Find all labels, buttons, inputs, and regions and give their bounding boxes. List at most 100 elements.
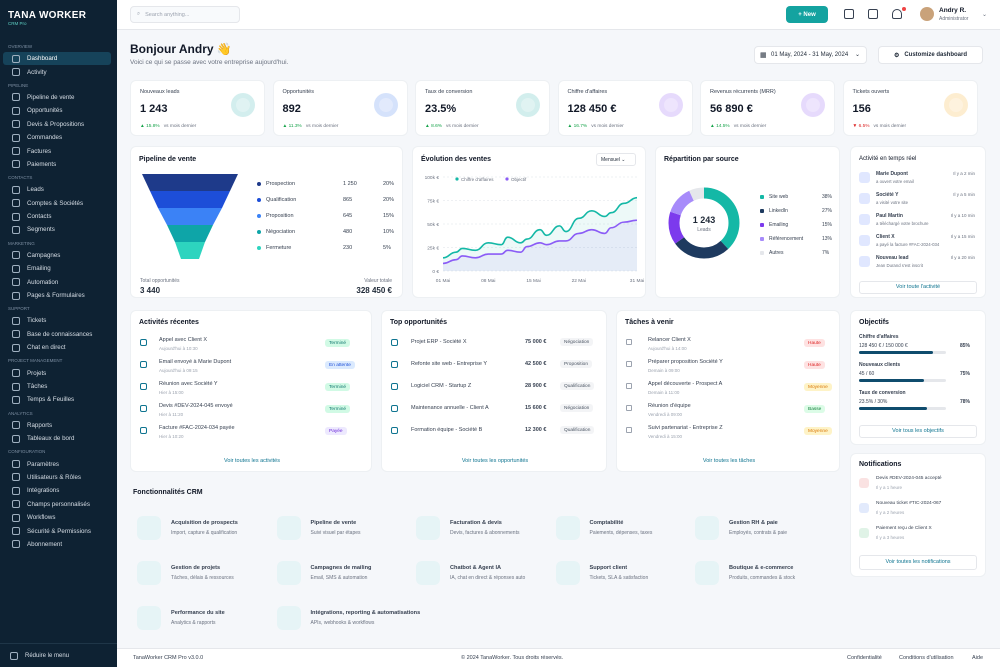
notification-time: Il y a 1 heure [876,485,903,490]
opportunity-title[interactable]: Formation équipe - Société B [411,427,483,433]
feature-title[interactable]: Chatbot & Agent IA [450,565,502,571]
help-link[interactable]: Aide [972,655,984,661]
task-title[interactable]: Réunion d'équipe [648,403,691,409]
sidebar-item-bolt[interactable]: Automation [3,275,111,288]
view-all-activities-link[interactable]: Voir toutes les activités [224,458,280,464]
objective-progress-fill [859,407,927,410]
avatar[interactable] [920,7,934,21]
privacy-link[interactable]: Confidentialité [847,655,882,661]
activity-title[interactable]: Appel avec Client X [159,337,207,343]
feature-title[interactable]: Boutique & e-commerce [729,565,794,571]
activity-title[interactable]: Email envoyé à Marie Dupont [159,359,232,365]
period-select[interactable]: Mensuel ⌄ [596,153,636,166]
sidebar-item-dashboard[interactable]: Tableaux de bord [3,432,111,445]
collapse-menu-button[interactable]: Réduire le menu [0,643,117,667]
terms-link[interactable]: Conditions d'utilisation [899,655,954,661]
new-button[interactable]: + New [786,6,828,23]
feature-title[interactable]: Gestion de projets [171,565,221,571]
view-all-objectives-link[interactable]: Voir tous les objectifs [859,425,977,438]
task-title[interactable]: Suivi partenariat - Entreprise Z [648,425,723,431]
sidebar-item-megaphone[interactable]: Campagnes [3,249,111,262]
sidebar-item-user[interactable]: Leads [3,183,111,196]
notification-title[interactable]: Devis #DEV-2024-045 accepté [876,476,942,481]
sidebar-item-users[interactable]: Utilisateurs & Rôles [3,471,111,484]
sidebar-item-shield[interactable]: Sécurité & Permissions [3,524,111,537]
footer-version: TanaWorker CRM Pro v3.0.0 [133,655,204,661]
sidebar-item-workflow[interactable]: Workflows [3,511,111,524]
feature-desc: Produits, commandes & stock [729,575,796,581]
task-title[interactable]: Préparer proposition Société Y [648,359,723,365]
sidebar-item-plug[interactable]: Intégrations [3,484,111,497]
sidebar-item-activity[interactable]: Activity [3,65,111,78]
sidebar-item-subscription[interactable]: Abonnement [3,538,111,551]
chat-icon[interactable] [844,9,854,19]
sidebar-item-chart[interactable]: Rapports [3,419,111,432]
opportunity-title[interactable]: Maintenance annuelle - Client A [411,405,489,411]
sidebar-item-card[interactable]: Paiements [3,158,111,171]
bell-icon[interactable] [892,9,902,19]
card-icon [12,160,20,169]
task-title[interactable]: Appel découverte - Prospect A [648,381,723,387]
notification-icon [859,503,869,513]
user-name[interactable]: Andry R. [939,7,967,14]
view-all-notifications-link[interactable]: Voir toutes les notifications [859,555,977,570]
sidebar-item-target[interactable]: Opportunités [3,104,111,117]
activity-title[interactable]: Facture #FAC-2024-034 payée [159,425,235,431]
sidebar-item-invoice[interactable]: Factures [3,144,111,157]
view-all-activity-link[interactable]: Voir toute l'activité [859,281,977,294]
sidebar-item-book[interactable]: Base de connaissances [3,328,111,341]
total-value: 328 450 € [356,286,392,295]
opportunity-title[interactable]: Refonte site web - Entreprise Y [411,361,488,367]
task-checkbox[interactable] [626,361,632,367]
opportunity-title[interactable]: Logiciel CRM - Startup Z [411,383,472,389]
task-checkbox[interactable] [626,405,632,411]
sidebar-item-document[interactable]: Devis & Propositions [3,118,111,131]
chart-icon [12,421,20,430]
sidebar-item-grid[interactable]: Dashboard [3,52,111,66]
feature-title[interactable]: Comptabilité [589,520,624,526]
view-all-tasks-link[interactable]: Voir toutes les tâches [702,458,756,464]
feature-title[interactable]: Support client [589,565,628,571]
sidebar-item-mail[interactable]: Emailing [3,262,111,275]
sidebar-item-building[interactable]: Comptes & Sociétés [3,197,111,210]
feature-title[interactable]: Facturation & devis [450,520,502,526]
task-checkbox[interactable] [626,339,632,345]
customize-dashboard-button[interactable]: ⚙ Customize dashboard [878,46,983,64]
activity-title[interactable]: Devis #DEV-2024-045 envoyé [159,403,233,409]
task-checkbox[interactable] [626,383,632,389]
view-all-opportunities-link[interactable]: Voir toutes les opportunités [461,458,529,464]
sidebar-item-check[interactable]: Tâches [3,380,111,393]
feature-title[interactable]: Acquisition de prospects [171,520,238,526]
sidebar-item-contact[interactable]: Contacts [3,210,111,223]
sidebar-item-segment[interactable]: Segments [3,223,111,236]
sidebar-item-fields[interactable]: Champs personnalisés [3,498,111,511]
grid-icon [12,54,20,63]
feature-title[interactable]: Campagnes de mailing [310,565,372,571]
sidebar-item-clock[interactable]: Temps & Feuilles [3,393,111,406]
task-checkbox[interactable] [626,427,632,433]
sidebar-item-funnel[interactable]: Pipeline de vente [3,91,111,104]
kpi-delta-row: ▲ 11.3% vs mois dernier [283,124,339,129]
search-input[interactable]: ⌕ Search anything... [130,6,240,23]
activity-title[interactable]: Réunion avec Société Y [159,381,218,387]
sidebar-item-ticket[interactable]: Tickets [3,314,111,327]
status-badge: Terminé [325,405,351,413]
opportunity-title[interactable]: Projet ERP - Société X [411,339,467,345]
feature-title[interactable]: Intégrations, reporting & automatisation… [310,610,421,616]
feature-title[interactable]: Gestion RH & paie [729,520,778,526]
sidebar-item-cart[interactable]: Commandes [3,131,111,144]
nav-section-title: ANALYTICS [8,410,33,416]
feature-title[interactable]: Pipeline de vente [310,520,357,526]
feature-title[interactable]: Performance du site [171,610,225,616]
sidebar-item-folder[interactable]: Projets [3,366,111,379]
chevron-down-icon[interactable]: ⌄ [982,12,988,18]
source-label: Référencement [769,236,804,242]
sidebar-item-page[interactable]: Pages & Formulaires [3,289,111,302]
date-range-picker[interactable]: ▦ 01 May, 2024 - 31 May, 2024 ⌄ [754,46,867,64]
sidebar-item-chat[interactable]: Chat en direct [3,341,111,354]
notification-title[interactable]: Paiement reçu de Client X [876,526,932,531]
sidebar-item-gear[interactable]: Paramètres [3,457,111,470]
notification-title[interactable]: Nouveau ticket #TIC-2024-067 [876,501,942,506]
mail-icon[interactable] [868,9,878,19]
task-title[interactable]: Relancer Client X [648,337,691,343]
